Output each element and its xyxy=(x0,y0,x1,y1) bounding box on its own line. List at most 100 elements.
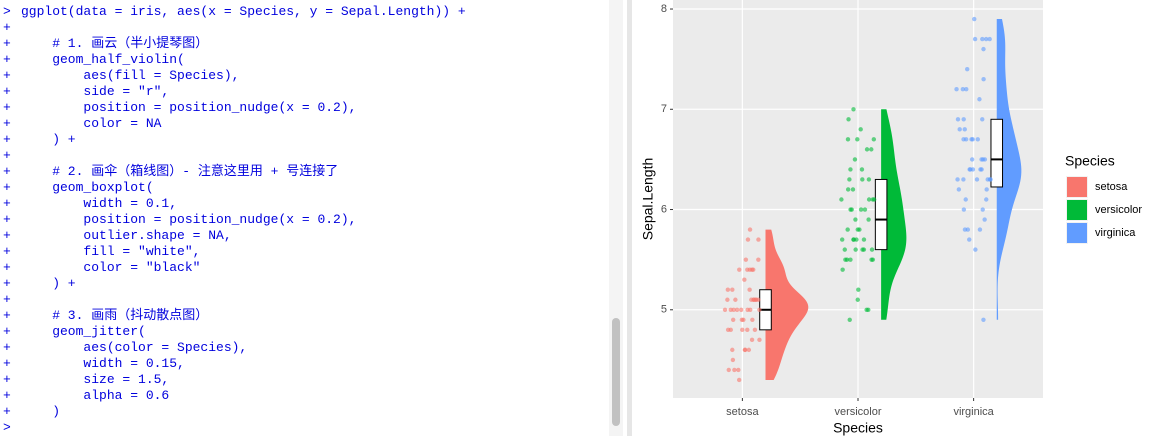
prompt: + xyxy=(3,212,11,227)
jitter-point xyxy=(857,227,862,232)
prompt: + xyxy=(3,100,11,115)
jitter-point xyxy=(955,177,960,182)
jitter-point xyxy=(733,297,738,302)
prompt: + xyxy=(3,20,11,35)
jitter-point xyxy=(730,317,736,323)
jitter-point xyxy=(860,177,865,182)
prompt: + xyxy=(3,84,11,99)
scroll-thumb[interactable] xyxy=(612,318,620,426)
code: width = 0.1, xyxy=(21,196,178,211)
box xyxy=(990,118,1004,188)
jitter-point xyxy=(725,287,731,292)
code: alpha = 0.6 xyxy=(21,388,170,403)
jitter-point xyxy=(973,247,978,252)
jitter-point xyxy=(977,97,982,102)
code: position = position_nudge(x = 0.2), xyxy=(21,100,357,115)
prompt: + xyxy=(3,164,11,179)
prompt: > xyxy=(3,4,11,19)
jitter-point xyxy=(980,36,985,42)
prompt: + xyxy=(3,292,11,307)
jitter-point xyxy=(745,327,750,333)
jitter-point xyxy=(981,76,986,82)
jitter-point xyxy=(745,307,750,312)
jitter-point xyxy=(982,157,988,162)
jitter-point xyxy=(739,307,744,312)
jitter-point xyxy=(848,257,853,262)
jitter-point xyxy=(961,177,966,182)
prompt: + xyxy=(3,148,11,163)
jitter-point xyxy=(858,127,863,132)
jitter-point xyxy=(981,46,986,52)
y-axis-title: Sepal.Length xyxy=(640,158,656,241)
code: ggplot(data = iris, aes(x = Species, y =… xyxy=(21,4,466,19)
pane-divider[interactable] xyxy=(627,0,632,436)
jitter-point xyxy=(967,237,972,242)
jitter-point xyxy=(736,377,742,383)
scrollbar[interactable] xyxy=(609,0,623,436)
jitter-point xyxy=(750,317,755,323)
jitter-point xyxy=(757,307,762,312)
jitter-point xyxy=(962,227,968,232)
jitter-point xyxy=(962,127,967,132)
jitter-point xyxy=(854,237,859,242)
jitter-point xyxy=(982,217,987,222)
jitter-point xyxy=(964,87,969,92)
jitter-point xyxy=(988,177,993,182)
jitter-point xyxy=(730,347,735,353)
code: aes(fill = Species), xyxy=(21,68,240,83)
jitter-point xyxy=(845,227,850,232)
y-tick-label: 8 xyxy=(661,3,667,15)
jitter-point xyxy=(866,217,871,222)
code: color = NA xyxy=(21,116,162,131)
jitter-point xyxy=(869,147,874,152)
code: position = position_nudge(x = 0.2), xyxy=(21,212,357,227)
jitter-point xyxy=(983,36,989,42)
jitter-point xyxy=(980,117,985,122)
y-tick-label: 5 xyxy=(661,304,667,316)
jitter-point xyxy=(740,327,745,333)
legend-swatch xyxy=(1067,223,1087,243)
jitter-point xyxy=(742,277,747,282)
code: fill = "white", xyxy=(21,244,201,259)
jitter-point xyxy=(742,347,748,353)
jitter-point xyxy=(752,327,758,333)
jitter-point xyxy=(855,297,860,302)
r-console: > ggplot(data = iris, aes(x = Species, y … xyxy=(3,4,466,435)
prompt: + xyxy=(3,356,11,371)
code: geom_jitter( xyxy=(21,324,146,339)
code: ) + xyxy=(21,132,76,147)
jitter-point xyxy=(860,247,865,252)
legend-label: versicolor xyxy=(1095,204,1142,216)
prompt: + xyxy=(3,308,11,323)
half-violin xyxy=(765,229,809,380)
jitter-point xyxy=(725,297,730,302)
jitter-point xyxy=(981,317,986,323)
jitter-point xyxy=(847,177,852,182)
jitter-point xyxy=(979,157,984,162)
jitter-point xyxy=(734,307,740,312)
jitter-point xyxy=(957,127,962,132)
code: side = "r", xyxy=(21,84,170,99)
y-tick-label: 7 xyxy=(661,103,667,115)
code: ) xyxy=(21,404,61,419)
jitter-point xyxy=(961,207,967,212)
jitter-point xyxy=(737,267,742,272)
box xyxy=(874,178,888,251)
code: outlier.shape = NA, xyxy=(21,228,232,243)
plot: Species Sepal.Length Species 5 6 7 8 setosa v… xyxy=(640,0,1142,436)
code: color = "black" xyxy=(21,260,201,275)
jitter-point xyxy=(732,367,737,373)
x-tick-label: setosa xyxy=(726,406,759,418)
jitter-point xyxy=(749,267,755,272)
code: width = 0.15, xyxy=(21,356,185,371)
jitter-point xyxy=(756,237,761,242)
prompt: + xyxy=(3,260,11,275)
code: geom_boxplot( xyxy=(21,180,154,195)
jitter-point xyxy=(858,207,864,212)
code: ) + xyxy=(21,276,76,291)
jitter-point xyxy=(844,257,850,262)
jitter-point xyxy=(736,367,741,373)
jitter-point xyxy=(975,137,980,142)
jitter-point xyxy=(850,187,856,192)
